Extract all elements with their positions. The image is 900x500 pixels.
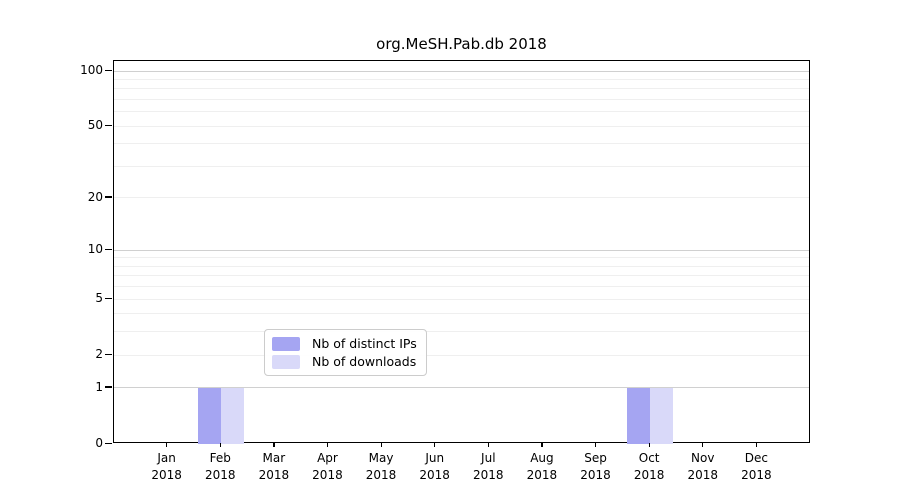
x-axis-tick-label: Jun 2018: [400, 450, 470, 484]
y-tick: [105, 124, 112, 126]
minor-gridline: [114, 143, 809, 145]
x-tick-year: 2018: [741, 468, 772, 482]
y-tick: [105, 353, 112, 355]
plot-area: [113, 60, 810, 444]
x-tick-month: May: [368, 451, 394, 465]
minor-gridline: [114, 257, 809, 259]
x-tick-month: Jul: [481, 451, 496, 465]
major-gridline: [114, 249, 809, 251]
x-tick-month: Mar: [262, 451, 286, 465]
bar-distinct-ips: [198, 387, 222, 444]
legend-entry: Nb of distinct IPs: [272, 336, 417, 351]
x-tick-year: 2018: [204, 468, 236, 482]
minor-gridline: [114, 111, 809, 113]
legend: Nb of distinct IPs Nb of downloads: [264, 329, 427, 376]
bar-distinct-ips: [627, 387, 651, 444]
x-tick-month: Sep: [584, 451, 607, 465]
y-axis-tick-label: 1: [95, 379, 103, 394]
x-tick-year: 2018: [258, 468, 290, 482]
x-axis-tick-label: May 2018: [346, 450, 416, 484]
x-tick: [648, 443, 650, 447]
x-tick-month: Jan: [157, 451, 176, 465]
minor-gridline: [114, 197, 809, 199]
legend-label: Nb of distinct IPs: [312, 336, 417, 351]
x-axis-tick-label: Mar 2018: [239, 450, 309, 484]
minor-gridline: [114, 98, 809, 100]
legend-entry: Nb of downloads: [272, 354, 417, 369]
minor-gridline: [114, 275, 809, 277]
legend-swatch: [272, 354, 300, 369]
y-axis-tick-label: 20: [87, 189, 103, 204]
x-tick: [595, 443, 597, 447]
x-tick-year: 2018: [580, 468, 611, 482]
major-gridline: [114, 70, 809, 72]
y-tick: [105, 69, 112, 71]
x-tick: [702, 443, 704, 447]
major-gridline: [114, 387, 809, 389]
bar-downloads: [650, 387, 674, 444]
x-tick: [487, 443, 489, 447]
x-tick-month: Aug: [530, 451, 554, 465]
minor-gridline: [114, 286, 809, 288]
minor-gridline: [114, 165, 809, 167]
legend-label: Nb of downloads: [312, 354, 417, 369]
minor-gridline: [114, 298, 809, 300]
y-axis-tick-label: 100: [80, 63, 103, 77]
x-axis-tick-label: Dec 2018: [721, 450, 791, 484]
bar-downloads: [221, 387, 245, 444]
y-axis-tick-label: 2: [95, 347, 103, 362]
x-tick-year: 2018: [687, 468, 719, 482]
minor-gridline: [114, 88, 809, 90]
x-tick: [541, 443, 543, 447]
x-tick: [219, 443, 221, 447]
x-tick-month: Nov: [691, 451, 715, 465]
x-axis-tick-label: Aug 2018: [507, 450, 577, 484]
x-tick-month: Dec: [744, 451, 768, 465]
x-tick: [273, 443, 275, 447]
x-axis-tick-label: Nov 2018: [668, 450, 738, 484]
y-tick: [105, 248, 112, 250]
x-axis-tick-label: Jul 2018: [453, 450, 523, 484]
y-axis-tick-label: 5: [95, 291, 103, 306]
x-tick-month: Oct: [638, 451, 660, 465]
y-tick: [105, 442, 112, 444]
x-axis-tick-label: Feb 2018: [185, 450, 255, 484]
minor-gridline: [114, 125, 809, 127]
minor-gridline: [114, 331, 809, 333]
x-tick-year: 2018: [473, 468, 504, 482]
x-axis-tick-label: Oct 2018: [614, 450, 684, 484]
x-tick-month: Feb: [209, 451, 231, 465]
minor-gridline: [114, 354, 809, 356]
minor-gridline: [114, 265, 809, 267]
y-axis-tick-label: 50: [87, 118, 103, 133]
x-tick: [755, 443, 758, 447]
x-tick-year: 2018: [633, 468, 665, 482]
x-tick: [434, 443, 436, 447]
x-tick: [166, 443, 168, 447]
y-tick: [105, 386, 112, 388]
x-tick-month: Apr: [317, 451, 338, 465]
x-tick: [326, 443, 329, 447]
y-axis-tick-label: 0: [95, 436, 103, 450]
x-tick-year: 2018: [365, 468, 397, 482]
x-tick-month: Jun: [425, 451, 445, 465]
minor-gridline: [114, 313, 809, 315]
x-axis-tick-label: Sep 2018: [561, 450, 631, 484]
minor-gridline: [114, 78, 809, 80]
x-tick: [380, 443, 382, 447]
y-axis-tick-label: 10: [87, 242, 103, 257]
y-tick: [105, 297, 112, 299]
chart-title: org.MeSH.Pab.db 2018: [376, 35, 547, 53]
x-tick-year: 2018: [419, 468, 450, 482]
legend-swatch: [272, 336, 300, 351]
x-axis-tick-label: Apr 2018: [292, 450, 362, 484]
x-axis-tick-label: Jan 2018: [132, 450, 202, 484]
x-tick-year: 2018: [526, 468, 558, 482]
x-tick-year: 2018: [151, 468, 182, 482]
y-tick: [105, 196, 112, 198]
x-tick-year: 2018: [312, 468, 343, 482]
